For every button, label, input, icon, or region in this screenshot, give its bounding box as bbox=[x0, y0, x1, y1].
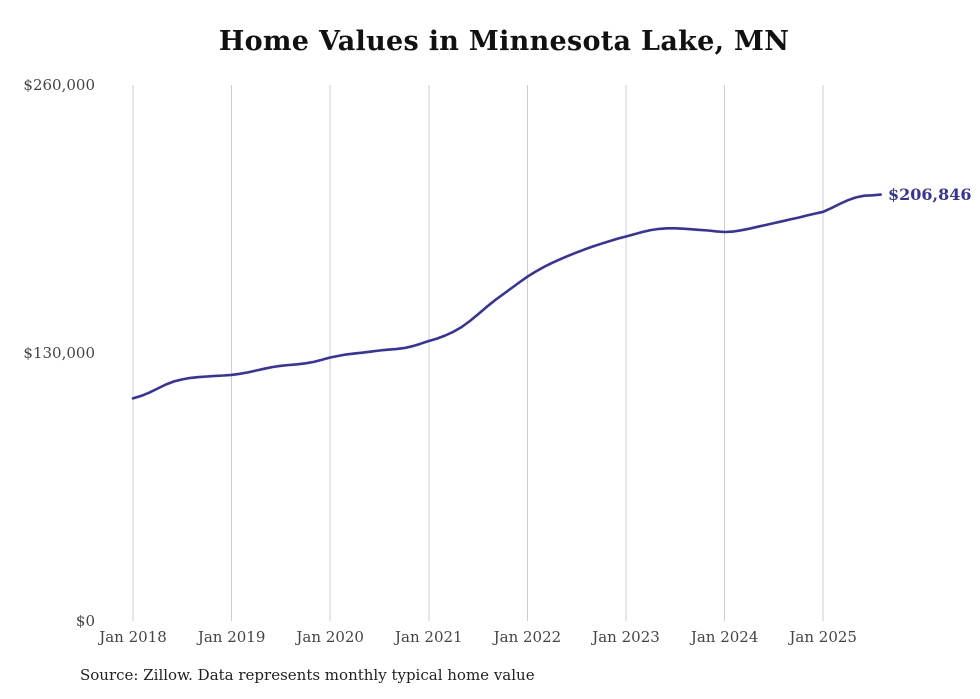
x-tick-label: Jan 2022 bbox=[493, 628, 562, 646]
y-tick-label: $130,000 bbox=[23, 344, 95, 362]
x-tick-label: Jan 2025 bbox=[789, 628, 857, 646]
source-note: Source: Zillow. Data represents monthly … bbox=[80, 666, 535, 684]
x-tick-label: Jan 2024 bbox=[690, 628, 759, 646]
y-tick-label: $260,000 bbox=[23, 76, 95, 94]
latest-value-label: $206,846 bbox=[888, 184, 972, 204]
x-tick-label: Jan 2019 bbox=[197, 628, 266, 646]
x-tick-label: Jan 2023 bbox=[592, 628, 660, 646]
x-tick-label: Jan 2018 bbox=[99, 628, 167, 646]
home-value-line bbox=[131, 193, 882, 400]
x-tick-label: Jan 2020 bbox=[296, 628, 364, 646]
chart-title: Home Values in Minnesota Lake, MN bbox=[218, 26, 790, 57]
y-tick-label: $0 bbox=[75, 612, 95, 630]
x-tick-label: Jan 2021 bbox=[395, 628, 463, 646]
